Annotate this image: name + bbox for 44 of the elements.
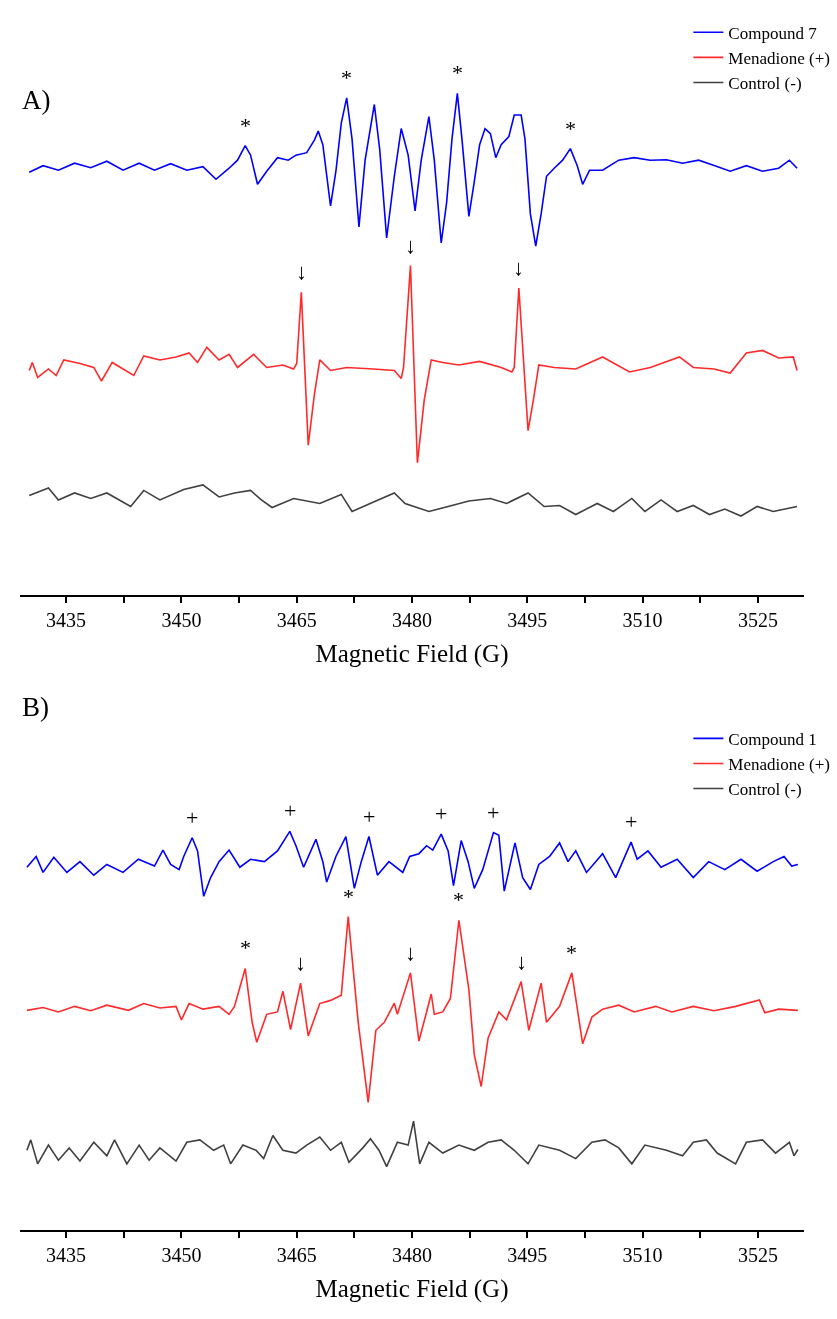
legend-label: Compound 1 [728,729,817,749]
x-tick-label: 3450 [161,609,202,632]
annotation: * [452,60,463,85]
annotation: * [240,113,251,138]
x-tick-label: 3465 [276,609,317,632]
x-tick-label: 3525 [737,609,778,632]
annotation: + [284,798,297,823]
legend-label: Menadione (+) [728,755,830,775]
legend-label: Compound 7 [728,23,818,43]
x-axis-title: Magnetic Field (G) [315,639,509,668]
annotation: ↓ [295,950,306,975]
legend-label: Control (-) [728,74,802,94]
x-tick-label: 3480 [392,609,432,632]
x-tick-label: 3435 [46,1244,87,1266]
annotation: ↓ [513,255,524,280]
annotation: * [240,935,251,960]
annotation: + [186,805,199,830]
x-tick-label: 3465 [276,1244,317,1266]
annotation: * [565,116,576,141]
chart-title: A) [22,85,51,115]
annotation: ↓ [296,259,307,284]
x-tick-label: 3495 [507,609,548,632]
legend-label: Control (-) [728,780,802,800]
x-tick-label: 3435 [46,609,87,632]
annotation: * [343,884,354,909]
x-tick-label: 3495 [507,1244,548,1266]
annotation: ↓ [405,233,416,258]
annotation: + [487,800,500,825]
x-tick-label: 3510 [622,1244,663,1266]
x-tick-label: 3450 [161,1244,202,1266]
x-tick-label: 3480 [392,1244,432,1266]
x-tick-label: 3525 [737,1244,778,1266]
annotation: ↓ [405,940,416,965]
annotation: ↓ [516,949,527,974]
annotation: + [625,809,638,834]
annotation: * [341,65,352,90]
annotation: * [453,887,464,912]
legend-label: Menadione (+) [728,49,830,69]
x-tick-label: 3510 [622,609,663,632]
annotation: * [566,940,577,965]
annotation: + [435,801,448,826]
annotation: + [363,804,376,829]
chart-title: B) [22,692,49,722]
x-axis-title: Magnetic Field (G) [315,1274,509,1303]
